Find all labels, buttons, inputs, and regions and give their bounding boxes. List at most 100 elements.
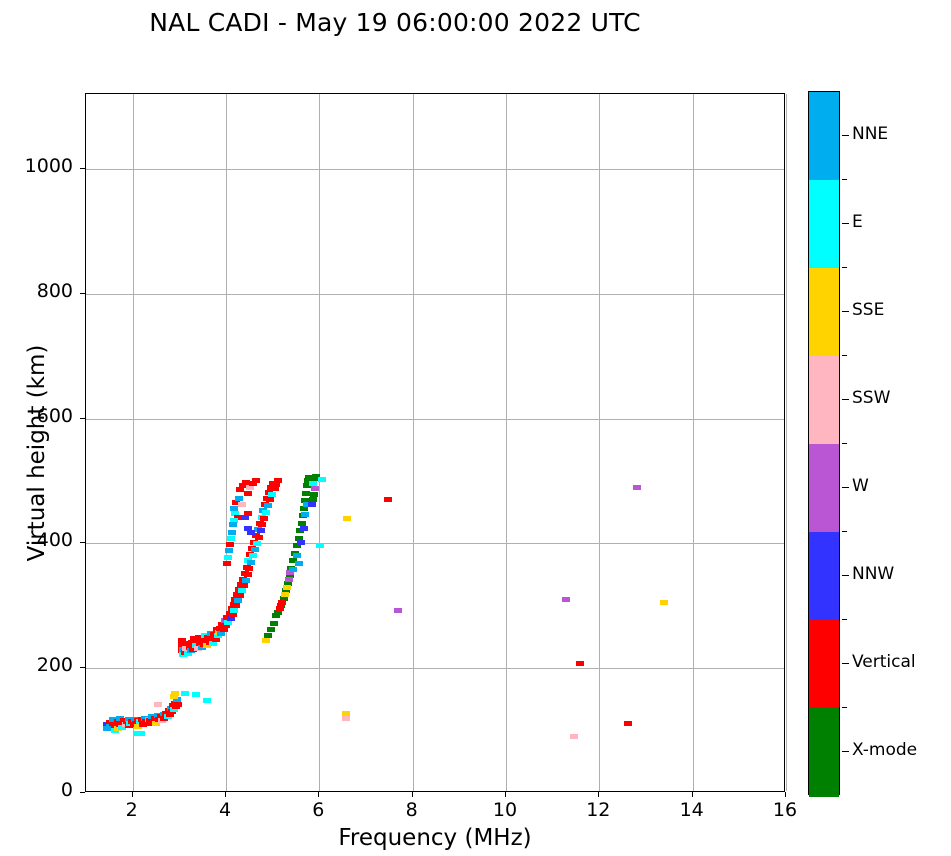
data-point — [238, 483, 247, 489]
data-point — [294, 535, 303, 541]
colorbar-label-vertical: Vertical — [852, 652, 916, 672]
x-tick-label: 4 — [218, 799, 232, 821]
data-point — [230, 608, 239, 614]
x-tick — [785, 792, 786, 797]
data-point — [239, 583, 248, 589]
data-point — [297, 520, 306, 526]
data-point — [246, 484, 255, 490]
colorbar-boundary-tick — [842, 179, 847, 181]
data-point — [258, 522, 267, 528]
plot-area — [85, 93, 787, 792]
data-point — [241, 479, 250, 485]
grid-line-vertical — [412, 94, 414, 791]
data-point — [219, 627, 228, 632]
data-point — [262, 509, 271, 515]
data-points-layer — [86, 94, 784, 791]
colorbar-boundary-tick — [842, 707, 847, 709]
data-point — [316, 543, 325, 549]
data-point — [197, 644, 206, 650]
data-point — [235, 495, 244, 501]
x-tick-label: 14 — [679, 799, 704, 821]
data-point — [236, 487, 244, 493]
data-point — [342, 716, 351, 722]
data-point — [302, 490, 311, 496]
colorbar-label-x-mode: X-mode — [852, 740, 918, 760]
data-point — [166, 711, 174, 717]
grid-line-vertical — [226, 94, 227, 791]
data-point — [245, 565, 254, 571]
data-point — [237, 502, 246, 508]
data-point — [226, 535, 235, 541]
data-point — [342, 711, 351, 717]
grid-line-vertical — [132, 94, 134, 791]
data-point — [236, 593, 244, 599]
grid-line-horizontal — [86, 543, 784, 545]
data-point — [267, 492, 276, 498]
y-tick-label: 800 — [36, 279, 73, 302]
data-point — [269, 620, 278, 626]
data-point — [247, 529, 256, 535]
data-point — [232, 603, 241, 609]
grid-line-horizontal — [86, 293, 784, 295]
colorbar-label-ssw: SSW — [852, 388, 891, 408]
data-point — [249, 480, 258, 486]
data-point — [241, 578, 250, 584]
colorbar-segment-nne — [809, 92, 839, 181]
data-point — [280, 592, 289, 597]
data-point — [249, 553, 258, 559]
data-point — [106, 724, 115, 730]
colorbar-tick — [842, 663, 849, 665]
x-tick-label: 2 — [125, 799, 138, 821]
x-tick — [598, 792, 600, 797]
data-point — [569, 734, 578, 740]
colorbar-label-nne: NNE — [852, 124, 889, 144]
data-point — [311, 473, 320, 479]
data-point — [171, 704, 180, 710]
data-point — [243, 525, 252, 531]
grid-line-vertical — [599, 94, 601, 791]
data-point — [575, 661, 584, 667]
data-point — [286, 569, 295, 575]
data-point — [272, 613, 281, 619]
colorbar-tick — [842, 311, 849, 313]
data-point — [281, 588, 290, 594]
data-point — [384, 497, 393, 503]
data-point — [191, 691, 200, 697]
data-point — [292, 543, 301, 549]
data-point — [226, 615, 235, 621]
data-point — [300, 505, 309, 511]
x-tick-label: 12 — [586, 799, 611, 821]
data-point — [301, 512, 310, 518]
data-point — [224, 548, 233, 554]
data-point — [292, 553, 301, 559]
grid-line-horizontal — [86, 668, 784, 670]
colorbar-segment-sse — [809, 268, 839, 357]
data-point — [247, 559, 256, 565]
data-point — [231, 510, 240, 516]
x-tick — [225, 792, 226, 797]
grid-line-horizontal — [86, 168, 784, 170]
colorbar-segment-vertical — [809, 620, 839, 709]
data-point — [140, 715, 149, 721]
colorbar-boundary-tick — [842, 267, 847, 269]
data-point — [177, 638, 186, 644]
y-tick — [80, 792, 85, 793]
colorbar-tick — [842, 399, 849, 401]
data-point — [222, 560, 231, 566]
x-tick — [131, 792, 133, 797]
data-point — [223, 554, 232, 560]
data-point — [294, 560, 303, 566]
data-point — [659, 600, 668, 606]
data-point — [229, 518, 238, 524]
data-point — [170, 690, 179, 696]
data-point — [154, 701, 163, 707]
data-point — [118, 725, 127, 730]
data-point — [183, 640, 192, 646]
data-point — [169, 706, 178, 712]
colorbar-tick — [842, 223, 849, 225]
data-point — [303, 483, 312, 489]
data-point — [301, 498, 310, 504]
data-point — [276, 605, 285, 611]
data-point — [260, 515, 269, 521]
data-point — [134, 724, 143, 730]
